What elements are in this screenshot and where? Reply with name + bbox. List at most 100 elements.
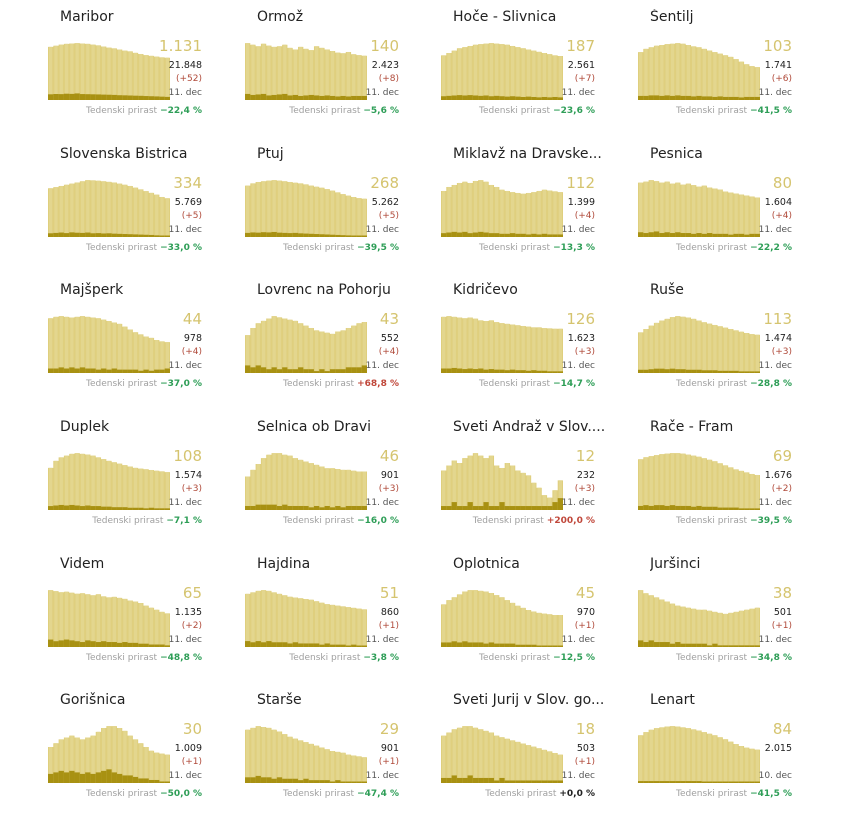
active-bar <box>681 727 685 783</box>
active-bar <box>144 336 148 373</box>
new-cases-bar <box>255 504 261 510</box>
new-cases-bar <box>90 233 96 237</box>
active-bar <box>670 726 675 783</box>
active-bar <box>660 454 664 510</box>
daily-change-value: (+1) <box>378 621 399 631</box>
new-cases-bar <box>298 505 304 510</box>
total-cases-value: 1.399 <box>567 197 595 208</box>
weekly-growth-value: −16,0 % <box>357 516 399 526</box>
new-cases-bar <box>738 508 745 510</box>
new-cases-bar <box>69 367 75 373</box>
active-bar <box>117 49 122 100</box>
new-cases-bar <box>303 369 309 373</box>
active-cases-value: 187 <box>566 37 595 55</box>
weekly-growth-value: −7,1 % <box>166 516 202 526</box>
new-cases-bar <box>159 781 165 783</box>
new-cases-bar <box>266 777 272 783</box>
active-bar <box>160 753 164 783</box>
new-cases-bar <box>536 780 542 783</box>
active-bar <box>133 467 138 510</box>
new-cases-bar <box>245 365 251 373</box>
new-cases-bar <box>58 367 64 373</box>
active-bar <box>745 472 749 510</box>
active-bar <box>510 45 515 100</box>
new-cases-bar <box>106 369 112 373</box>
new-cases-bar <box>148 507 155 510</box>
new-cases-bar <box>552 502 558 510</box>
new-cases-bar <box>467 775 473 783</box>
new-cases-bar <box>132 95 139 100</box>
municipality-card: Oplotnica 45 970 (+1) 11. dec Tedenski priras… <box>441 547 637 677</box>
date-label: 10. dec <box>758 771 792 781</box>
new-cases-bar <box>717 370 723 373</box>
active-bar <box>155 470 159 510</box>
new-cases-bar <box>706 645 713 647</box>
active-bar <box>256 726 260 783</box>
active-bar <box>713 324 717 373</box>
new-cases-bar <box>313 505 320 510</box>
active-bar <box>160 611 164 647</box>
active-bar <box>261 727 266 783</box>
municipality-card: Lovrenc na Pohorju 43 552 (+4) 11. dec Tedens… <box>245 273 441 403</box>
new-cases-bar <box>53 94 59 100</box>
weekly-growth: Tedenski prirast −16,0 % <box>283 516 399 526</box>
new-cases-bar <box>488 233 495 237</box>
new-cases-bar <box>154 369 160 373</box>
active-bar <box>697 47 701 100</box>
active-bar <box>128 185 132 237</box>
active-bar <box>739 470 744 510</box>
new-cases-bar <box>547 645 553 647</box>
date-label: 11. dec <box>758 498 792 508</box>
mini-bar-chart <box>441 316 563 373</box>
weekly-growth-value: −48,8 % <box>160 653 202 663</box>
new-cases-bar <box>754 371 760 373</box>
new-cases-bar <box>53 232 59 237</box>
new-cases-bar <box>319 780 325 783</box>
new-cases-bar <box>536 645 542 647</box>
active-bar <box>320 47 324 100</box>
active-bar <box>548 751 552 783</box>
active-bar <box>362 471 366 510</box>
new-cases-bar <box>329 781 336 783</box>
date-label: 11. dec <box>168 635 202 645</box>
active-bar <box>755 197 759 237</box>
new-cases-bar <box>154 508 160 510</box>
active-bar <box>251 592 255 647</box>
weekly-growth: Tedenski prirast +0,0 % <box>485 789 595 799</box>
new-cases-bar <box>504 233 510 237</box>
new-cases-bar <box>79 506 86 510</box>
new-cases-bar <box>701 233 707 237</box>
active-bar <box>123 184 127 237</box>
new-cases-bar <box>669 505 676 510</box>
new-cases-bar <box>335 780 341 783</box>
municipality-card: Gorišnica 30 1.009 (+1) 11. dec Tedenski prir… <box>48 683 244 813</box>
active-cases-value: 80 <box>772 174 792 192</box>
new-cases-bar <box>69 232 75 237</box>
active-bar <box>500 737 504 783</box>
new-cases-bar <box>351 95 357 100</box>
active-bar <box>299 598 303 647</box>
active-bar <box>516 47 520 100</box>
new-cases-bar <box>467 368 473 373</box>
new-cases-bar <box>351 644 357 647</box>
mini-bar-chart <box>48 453 170 510</box>
active-bar <box>75 43 79 100</box>
active-bar <box>452 460 456 510</box>
active-bar <box>553 328 557 373</box>
new-cases-bar <box>643 505 649 510</box>
new-cases-bar <box>504 96 510 100</box>
active-bar <box>495 595 499 647</box>
new-cases-bar <box>111 507 117 510</box>
new-cases-bar <box>520 780 526 783</box>
active-bar <box>352 197 356 237</box>
municipality-card: Kidričevo 126 1.623 (+3) 11. dec Tedenski pri… <box>441 273 637 403</box>
new-cases-bar <box>531 644 537 647</box>
weekly-growth-value: −28,8 % <box>750 379 792 389</box>
active-bar <box>320 466 324 510</box>
active-bar <box>660 599 664 647</box>
active-bar <box>128 600 132 647</box>
new-cases-bar <box>643 95 649 100</box>
date-label: 11. dec <box>365 635 399 645</box>
new-cases-bar <box>478 368 484 373</box>
active-bar <box>320 747 324 783</box>
